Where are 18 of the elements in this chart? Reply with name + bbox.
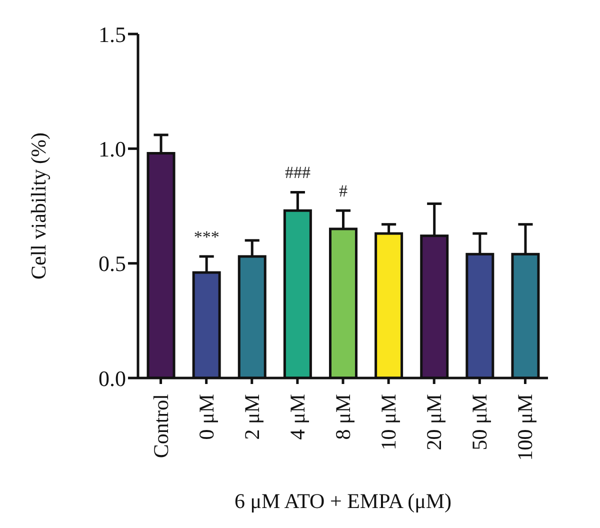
x-tick-label: 50 μM — [468, 394, 492, 450]
data-label: ### — [284, 163, 311, 182]
y-tick-label: 1.5 — [98, 22, 126, 47]
x-tick-label: 2 μM — [240, 394, 264, 440]
x-tick-label: 0 μM — [194, 394, 218, 440]
y-tick-label: 1.0 — [98, 136, 126, 162]
x-tick-label: 8 μM — [331, 394, 355, 440]
data-label: # — [338, 182, 348, 201]
x-tick-label: 100 μM — [513, 394, 538, 461]
data-label: *** — [194, 227, 220, 246]
x-tick-label: 10 μM — [376, 394, 401, 450]
y-tick-label: 0.5 — [98, 251, 126, 276]
x-tick-label: 4 μM — [285, 394, 310, 440]
y-tick-label: 0.0 — [98, 366, 126, 391]
x-axis-title: 6 μM ATO + EMPA (μM) — [234, 489, 452, 513]
y-axis-title: Cell viability (%) — [26, 132, 50, 280]
x-tick-label: Control — [148, 394, 173, 458]
x-tick-label: 20 μM — [422, 394, 446, 450]
